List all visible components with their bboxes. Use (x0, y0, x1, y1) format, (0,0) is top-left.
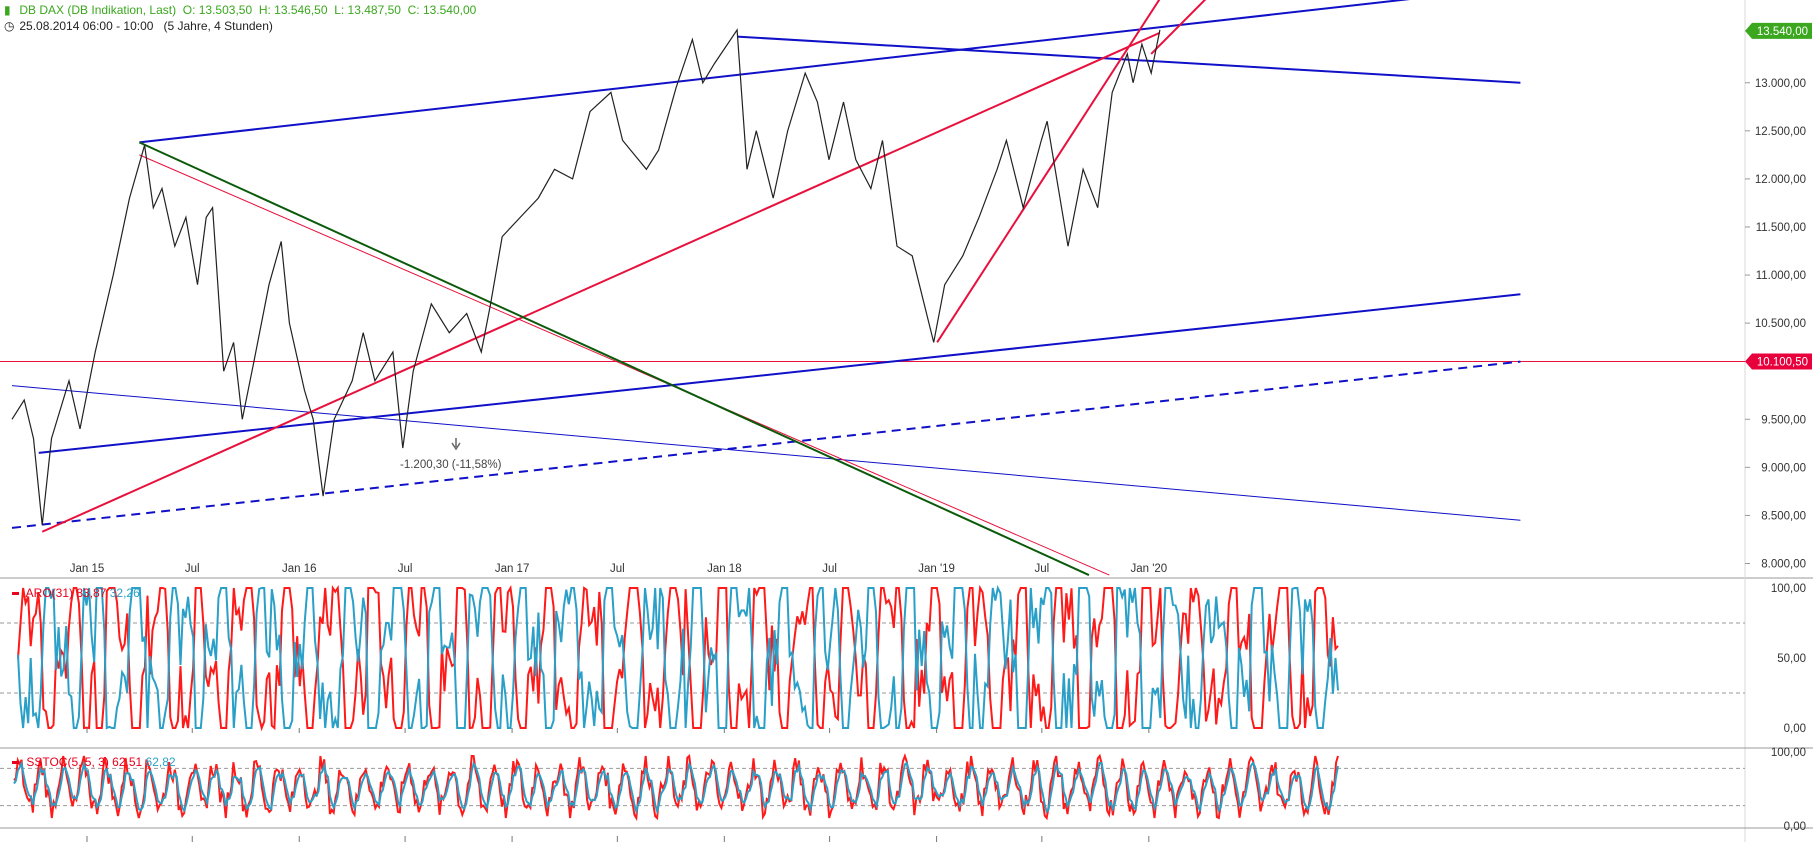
y-tick-label: 8.500,00 (1761, 510, 1806, 522)
y-tick-label: 10.500,00 (1755, 318, 1806, 330)
x-tick-label: Jan 18 (707, 563, 742, 575)
drawdown-annotation: -1.200,30 (-11,58%) (400, 459, 502, 471)
aroon-y-tick-label: 100,00 (1771, 583, 1806, 595)
price-y-axis: 8.000,00 8.500,00 9.000,00 9.500,00 10.500,0… (1745, 78, 1806, 571)
arrow-down-icon (451, 438, 461, 451)
x-tick-label: Jul (398, 563, 413, 575)
x-tick-label: Jan 16 (282, 563, 317, 575)
aroon-panel[interactable]: 100,00 50,00 0,00 (0, 583, 1813, 749)
aroon-up-line (17, 584, 1339, 732)
x-tick-label: Jan '20 (1130, 563, 1167, 575)
stochastic-d-value: 62,82 (145, 755, 176, 769)
blue-thin-trendline[interactable] (11, 385, 1521, 521)
stochastic-y-tick-label: 0,00 (1784, 821, 1806, 833)
stochastic-y-tick-label: 100,00 (1771, 747, 1806, 759)
ohlc-close: C: 13.540,00 (407, 3, 477, 17)
chart-header-range: ◷ 25.08.2014 06:00 - 10:00 (5 Jahre, 4 S… (4, 19, 273, 33)
y-tick-label: 12.000,00 (1755, 174, 1806, 186)
aroon-y-tick-label: 0,00 (1784, 723, 1806, 735)
y-tick-label: 11.000,00 (1756, 270, 1806, 282)
aroon-down-line (17, 585, 1339, 730)
blue-dashed-trendline[interactable] (11, 360, 1521, 529)
symbol-label[interactable]: DB DAX (DB Indikation, Last) (19, 3, 177, 17)
y-tick-label: 12.500,00 (1755, 126, 1806, 138)
price-series-line (11, 28, 1161, 526)
x-tick-label: Jul (185, 563, 200, 575)
datetime-label: 25.08.2014 06:00 - 10:00 (19, 19, 154, 33)
stochastic-d-line (13, 760, 1339, 816)
price-x-axis: Jan 15 Jul Jan 16 Jul Jan 17 Jul Jan 18 Jul Jan … (70, 563, 1167, 575)
stochastic-k-line (13, 753, 1339, 822)
y-tick-label: 11.500,00 (1756, 222, 1806, 234)
y-tick-label: 8.000,00 (1761, 559, 1806, 571)
x-tick-label: Jan 17 (495, 563, 530, 575)
bottom-time-axis (86, 728, 1150, 842)
aroon-legend: ARO(31) 83,87 32,26 (12, 586, 140, 600)
red-steep-trendline[interactable] (936, 0, 1163, 343)
level-badge (1745, 353, 1812, 370)
red-long-trendline[interactable] (41, 31, 1161, 533)
x-tick-label: Jul (610, 563, 625, 575)
stochastic-legend: SSTOC(5, 5, 3) 62,51 62,82 (12, 755, 176, 769)
ohlc-open: O: 13.503,50 (182, 3, 253, 17)
last-price-label: 13.540,00 (1757, 26, 1808, 38)
x-tick-label: Jul (1034, 563, 1049, 575)
stochastic-k-value: 62,51 (112, 755, 143, 769)
x-tick-label: Jan '19 (918, 563, 955, 575)
red-thin-downtrend[interactable] (139, 154, 1110, 576)
blue-upper-trendline[interactable] (139, 0, 1503, 144)
aroon-legend-swatch (12, 592, 19, 596)
x-tick-label: Jul (822, 563, 837, 575)
range-label[interactable]: (5 Jahre, 4 Stunden) (163, 19, 273, 33)
aroon-down-value: 32,26 (109, 586, 140, 600)
bars-icon: ▮ (4, 3, 11, 17)
chart-header-instrument: ▮ DB DAX (DB Indikation, Last) O: 13.503… (4, 3, 476, 17)
green-downtrend[interactable] (138, 141, 1090, 576)
clock-icon: ◷ (4, 19, 15, 33)
aroon-y-tick-label: 50,00 (1777, 653, 1806, 665)
aroon-up-value: 83,87 (76, 586, 107, 600)
y-tick-label: 13.000,00 (1755, 78, 1806, 90)
red-top-trendline[interactable] (1150, 0, 1237, 55)
stochastic-legend-swatch (12, 761, 19, 765)
ohlc-low: L: 13.487,50 (334, 3, 401, 17)
level-label: 10.100,50 (1757, 357, 1808, 369)
stochastic-label: SSTOC(5, 5, 3) (26, 755, 109, 769)
trendlines[interactable]: -1.200,30 (-11,58%) 13.540,00 10.100,50 (0, 0, 1812, 576)
blue-lower-trendline[interactable] (38, 293, 1521, 454)
aroon-label: ARO(31) (25, 586, 74, 600)
stochastic-panel[interactable]: 100,00 0,00 (0, 747, 1813, 833)
y-tick-label: 9.000,00 (1761, 462, 1806, 474)
ohlc-high: H: 13.546,50 (258, 3, 328, 17)
x-tick-label: Jan 15 (70, 563, 105, 575)
last-price-badge (1745, 22, 1812, 39)
y-tick-label: 9.500,00 (1761, 414, 1806, 426)
